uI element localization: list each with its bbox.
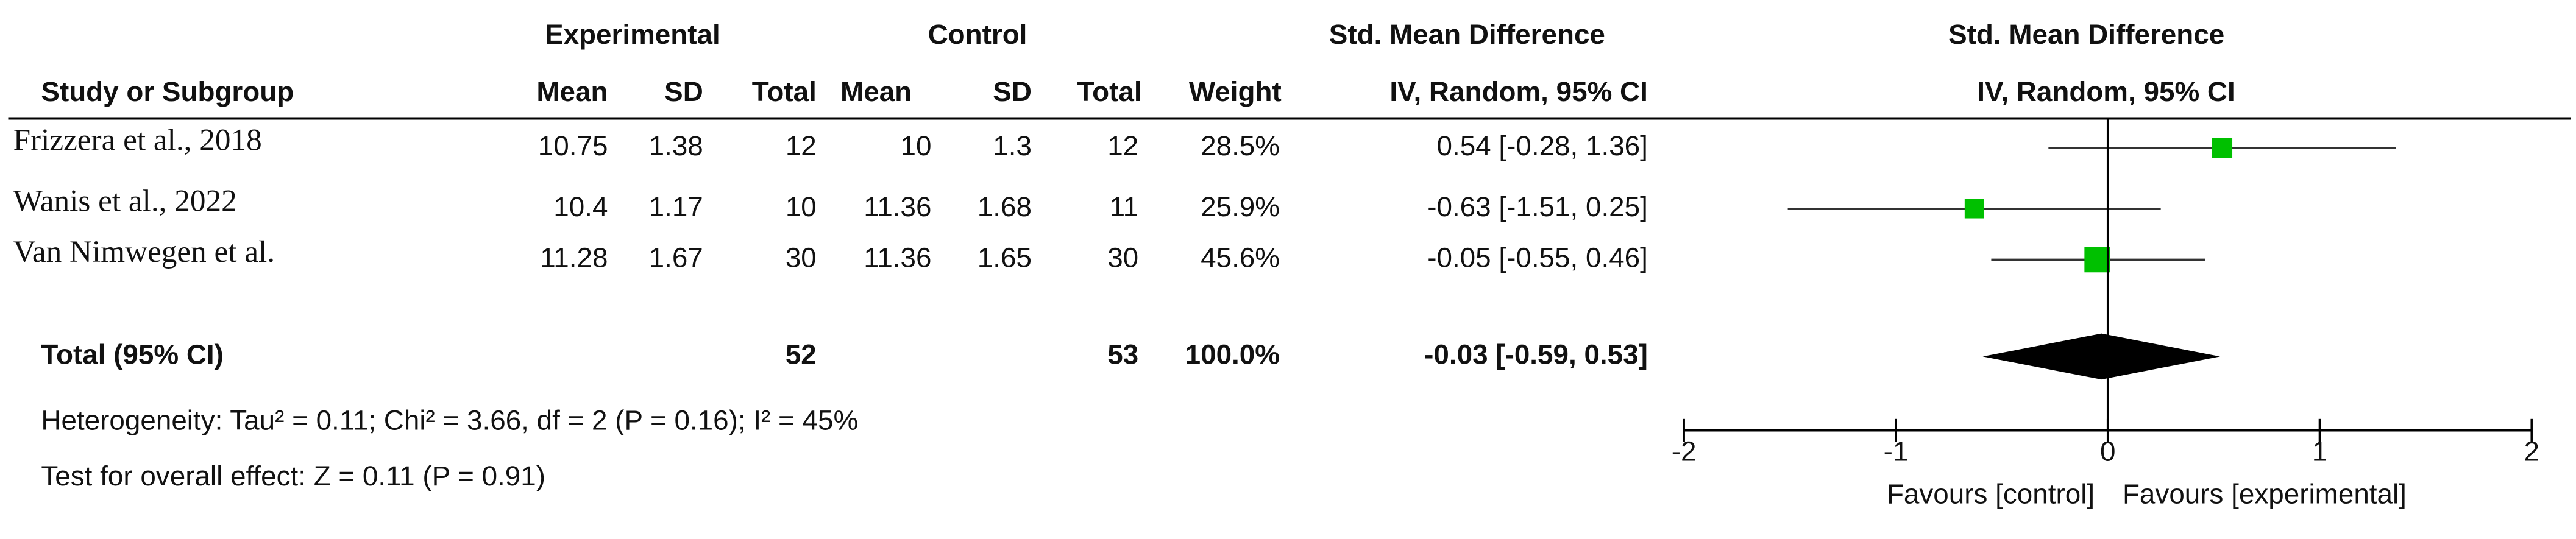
x-tick-label: 1 [2312, 436, 2327, 467]
x-tick-label: -1 [1884, 436, 1909, 467]
total-cell: -0.03 [-0.59, 0.53] [1424, 339, 1648, 370]
table-cell: 11.28 [540, 242, 608, 273]
effect-square [2084, 247, 2110, 273]
pooled-diamond [1982, 333, 2221, 380]
table-cell: 10 [786, 191, 817, 222]
table-cell: 1.68 [978, 191, 1032, 222]
table-cell: -0.63 [-1.51, 0.25] [1427, 191, 1648, 222]
column-header: Weight [1189, 76, 1282, 107]
table-cell: 30 [1107, 242, 1138, 273]
total-cell: 53 [1107, 339, 1138, 370]
column-header: IV, Random, 95% CI [1389, 76, 1647, 107]
study-name: Wanis et al., 2022 [13, 183, 237, 218]
column-header: Mean [536, 76, 608, 107]
x-tick-label: 2 [2524, 436, 2539, 467]
table-cell: 45.6% [1201, 242, 1280, 273]
favours-left: Favours [control] [1887, 479, 2095, 510]
table-cell: 10.75 [538, 130, 608, 161]
table-cell: 12 [1107, 130, 1138, 161]
heterogeneity: Heterogeneity: Tau² = 0.11; Chi² = 3.66,… [41, 404, 858, 435]
effect-square [1964, 199, 1984, 219]
group-header: Control [928, 19, 1027, 50]
column-header: IV, Random, 95% CI [1977, 76, 2235, 107]
table-cell: 1.65 [978, 242, 1032, 273]
table-cell: 0.54 [-0.28, 1.36] [1436, 130, 1647, 161]
column-header: Total [1077, 76, 1142, 107]
table-cell: 1.67 [649, 242, 703, 273]
group-header: Experimental [545, 19, 720, 50]
column-header: SD [664, 76, 703, 107]
total-cell: 100.0% [1185, 339, 1280, 370]
study-name: Frizzera et al., 2018 [13, 123, 262, 158]
group-header: Std. Mean Difference [1948, 19, 2224, 50]
table-cell: 12 [786, 130, 817, 161]
table-cell: 10 [901, 130, 932, 161]
table-cell: 11 [1110, 191, 1139, 222]
table-cell: 11.36 [864, 242, 931, 273]
x-tick-label: 0 [2100, 436, 2115, 467]
table-cell: 28.5% [1201, 130, 1280, 161]
total-label: Total (95% CI) [41, 339, 224, 370]
table-cell: 1.17 [649, 191, 703, 222]
group-header: Std. Mean Difference [1329, 19, 1605, 50]
table-cell: 11.36 [864, 191, 931, 222]
overall-effect: Test for overall effect: Z = 0.11 (P = 0… [41, 460, 545, 491]
table-cell: 1.3 [993, 130, 1032, 161]
effect-square [2212, 138, 2233, 158]
column-header: SD [993, 76, 1032, 107]
column-header: Mean [840, 76, 912, 107]
table-cell: 1.38 [649, 130, 703, 161]
study-name: Van Nimwegen et al. [13, 234, 275, 269]
total-cell: 52 [786, 339, 817, 370]
table-cell: 10.4 [553, 191, 608, 222]
table-cell: -0.05 [-0.55, 0.46] [1427, 242, 1648, 273]
table-cell: 30 [786, 242, 817, 273]
column-header: Total [752, 76, 817, 107]
x-tick-label: -2 [1672, 436, 1697, 467]
table-cell: 25.9% [1201, 191, 1280, 222]
column-header: Study or Subgroup [41, 76, 294, 107]
favours-right: Favours [experimental] [2123, 479, 2407, 510]
